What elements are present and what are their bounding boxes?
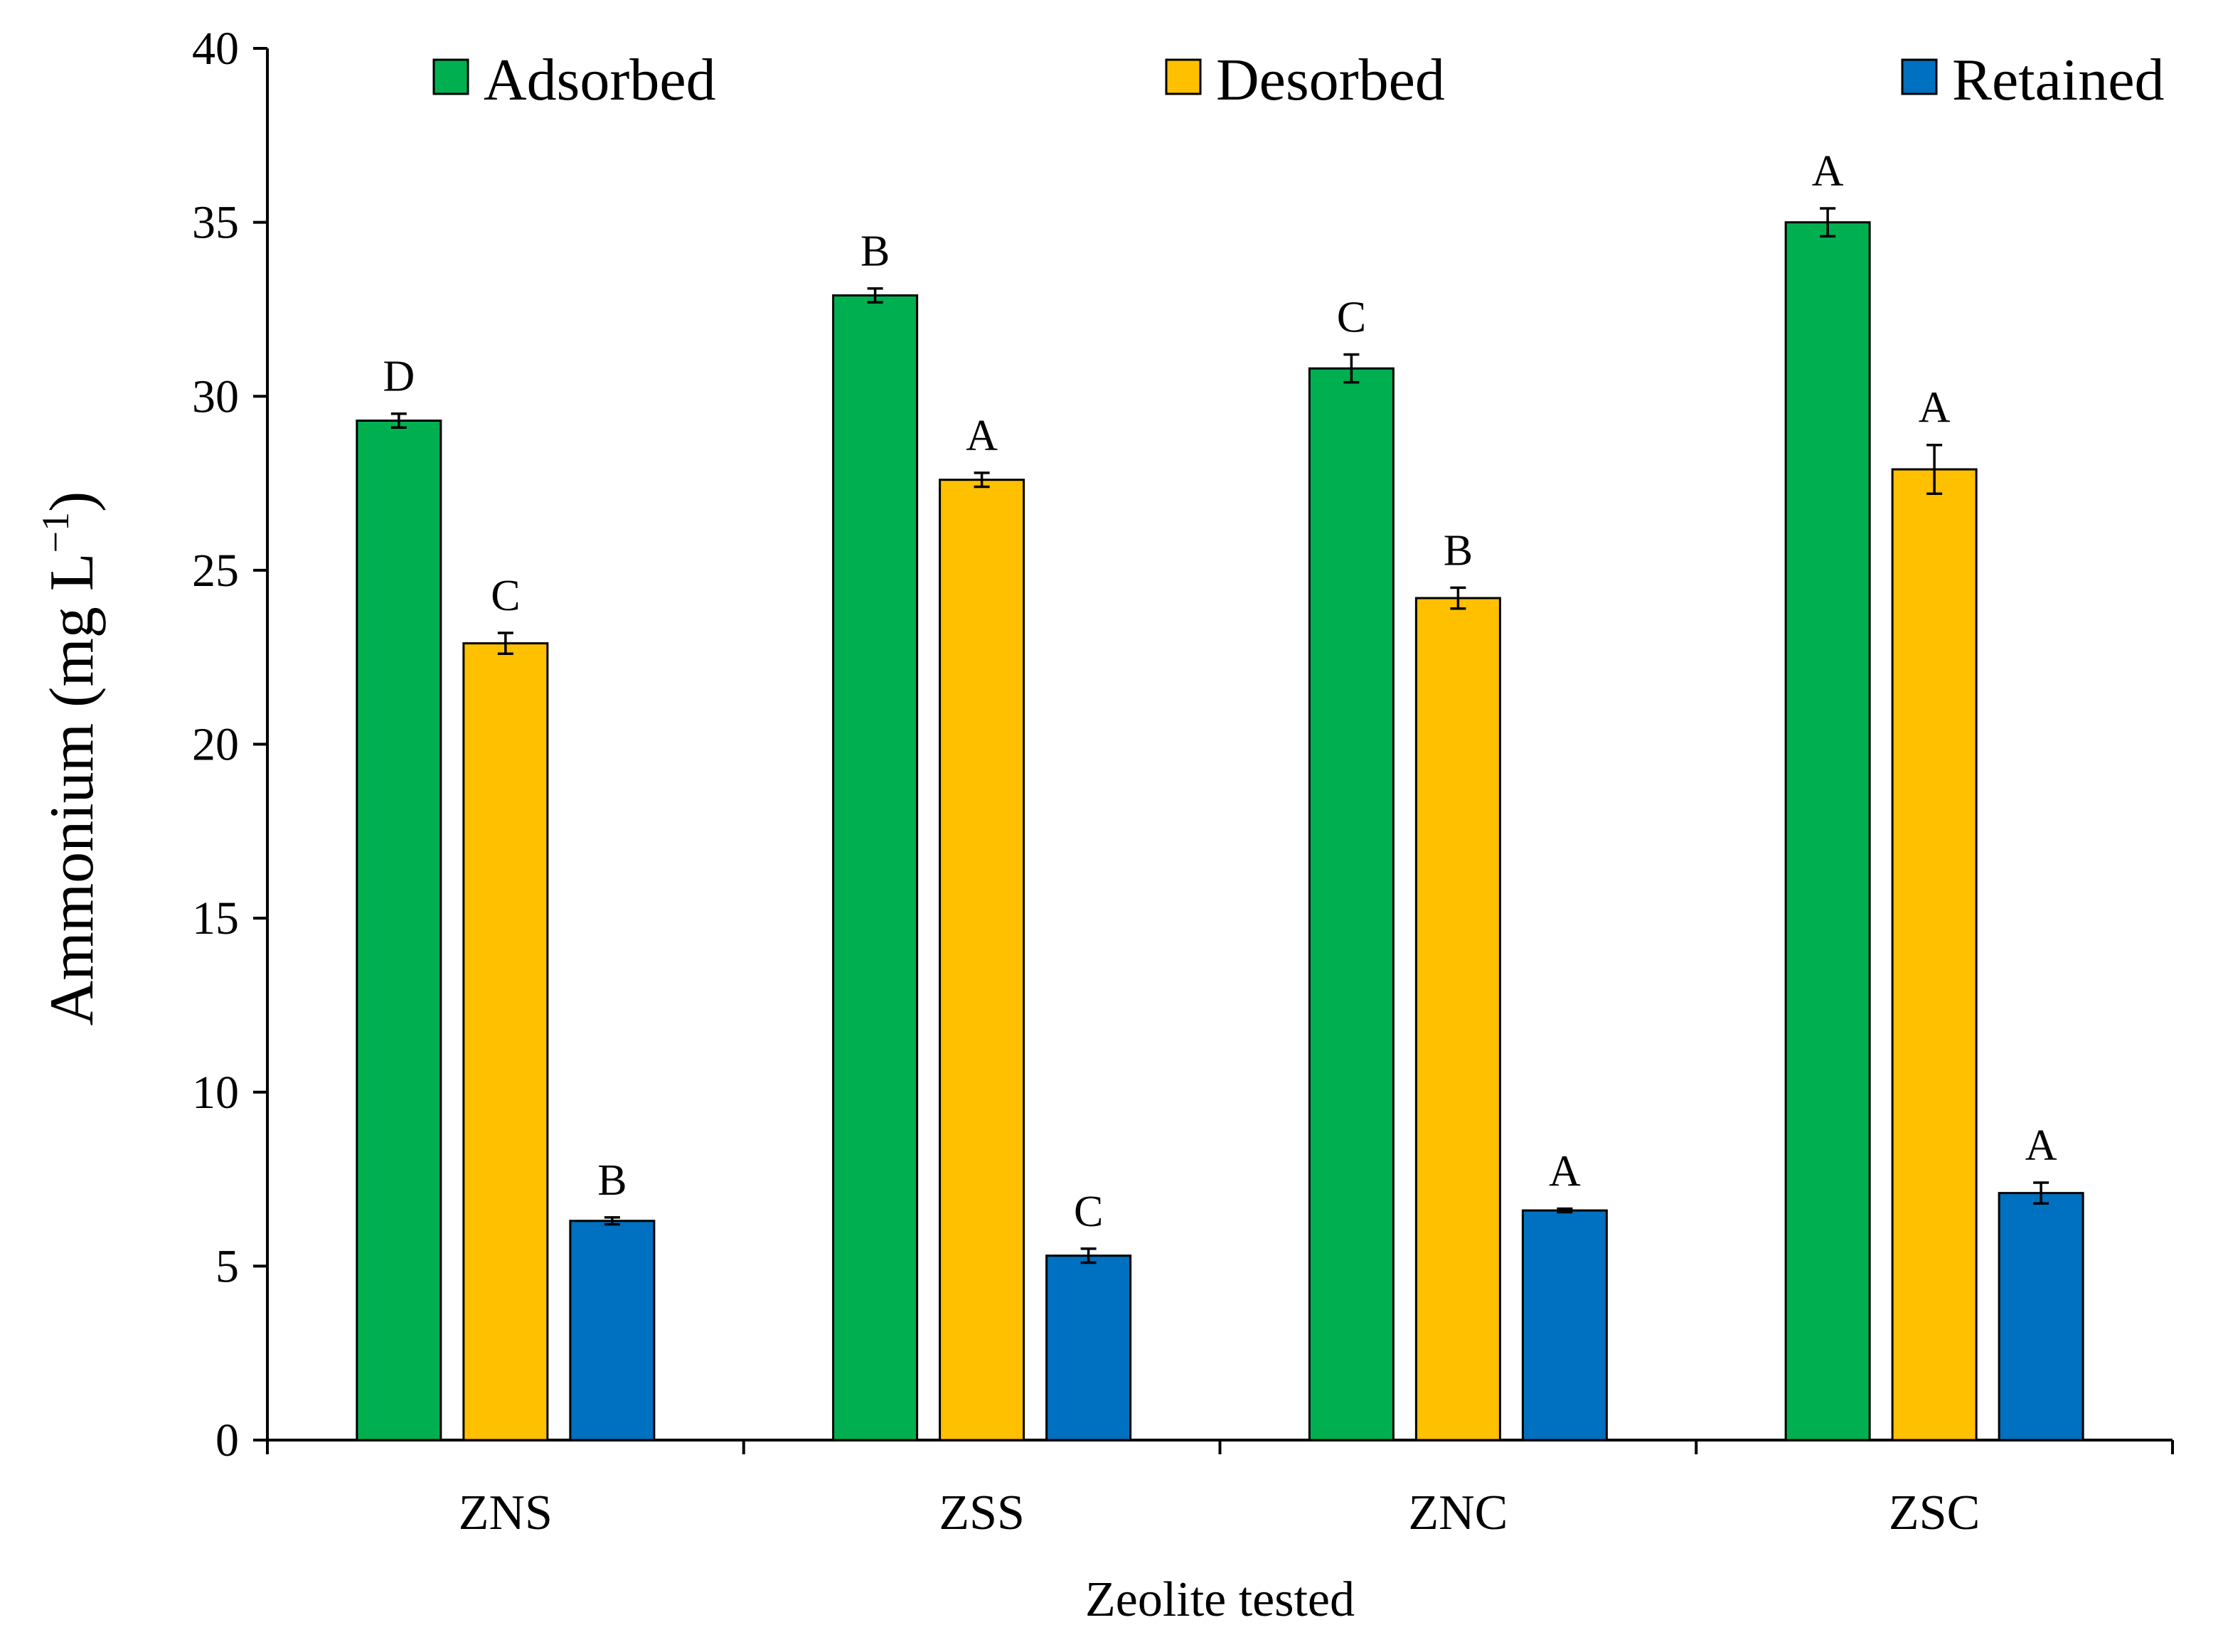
significance-letter: B: [1444, 526, 1473, 575]
y-tick-label: 35: [192, 197, 239, 249]
y-axis-title-main: Ammonium (mg L: [38, 553, 107, 1025]
y-tick-label: 25: [192, 545, 239, 597]
x-tick-label: ZSS: [939, 1486, 1025, 1540]
y-axis-title: Ammonium (mg L−1): [34, 491, 107, 1026]
significance-letter: C: [1337, 294, 1366, 342]
significance-letter: B: [860, 228, 890, 276]
significance-letter: A: [1812, 147, 1844, 196]
y-tick-label: 10: [192, 1067, 239, 1119]
y-tick-label: 5: [215, 1240, 239, 1292]
legend: Adsorbed Desorbed Retained: [432, 47, 2165, 113]
bar: [1521, 1209, 1608, 1441]
y-tick-label: 20: [192, 719, 239, 771]
legend-label: Retained: [1952, 47, 2165, 113]
significance-letter: A: [966, 412, 998, 460]
bar: [1998, 1192, 2084, 1441]
significance-letter: C: [1074, 1188, 1103, 1236]
significance-letter: C: [491, 572, 520, 620]
legend-swatch: [1165, 58, 1202, 95]
x-axis-title: Zeolite tested: [1085, 1572, 1355, 1627]
y-tick-label: 30: [192, 371, 239, 422]
bar: [356, 419, 442, 1441]
bar: [939, 479, 1025, 1441]
labels-layer: ZNS D C B ZSS B A C ZNC C B A ZSC A A A: [383, 147, 2057, 1540]
significance-letter: A: [1549, 1148, 1581, 1196]
bar: [832, 294, 919, 1441]
x-tick-label: ZSC: [1889, 1486, 1980, 1540]
legend-swatch: [432, 58, 469, 95]
bar: [569, 1220, 656, 1441]
axes-layer: 0 5 10 15 20 25 30 35 40: [192, 23, 2174, 1466]
legend-label: Adsorbed: [484, 47, 716, 113]
bar: [462, 642, 549, 1441]
bar: [1045, 1254, 1132, 1441]
legend-swatch: [1901, 58, 1938, 95]
significance-letter: A: [2025, 1121, 2057, 1170]
y-axis-title-close: ): [38, 491, 107, 512]
y-tick-label: 0: [215, 1414, 239, 1466]
bar: [1784, 221, 1871, 1441]
significance-letter: D: [383, 353, 415, 401]
y-tick-label: 15: [192, 892, 239, 944]
bar: [1414, 597, 1501, 1441]
y-tick-label: 40: [192, 23, 239, 75]
x-tick-label: ZNS: [459, 1486, 553, 1540]
significance-letter: A: [1919, 384, 1951, 432]
bar: [1891, 468, 1978, 1441]
legend-label: Desorbed: [1216, 47, 1445, 113]
bar: [1308, 367, 1395, 1441]
x-tick-label: ZNC: [1408, 1486, 1508, 1540]
y-axis-title-superscript: −1: [34, 512, 77, 553]
significance-letter: B: [597, 1156, 627, 1205]
bars-layer: [356, 207, 2084, 1441]
